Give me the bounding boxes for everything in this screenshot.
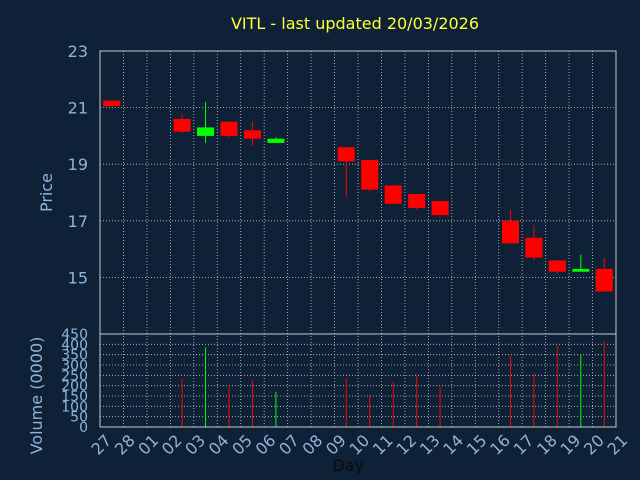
candle-body-down <box>384 185 402 204</box>
candle-body-down <box>595 268 613 292</box>
candle-body-down <box>361 159 379 190</box>
volume-axis-label: Volume (0000) <box>27 337 46 455</box>
price-tick-label: 15 <box>68 268 88 287</box>
volume-tick-label: 400 <box>61 337 88 353</box>
volume-tick-label: 350 <box>61 348 88 364</box>
volume-panel-frame <box>99 333 617 428</box>
volume-tick-label: 0 <box>79 420 88 436</box>
candle-body-up <box>197 127 215 136</box>
candle-body-up <box>572 268 590 272</box>
candle-body-down <box>337 147 355 162</box>
candle-body-down <box>525 237 543 258</box>
candle-body-down <box>501 220 519 244</box>
price-tick-label: 23 <box>68 42 88 61</box>
volume-tick-label: 250 <box>61 368 88 384</box>
price-tick-label: 21 <box>68 99 88 118</box>
candle-body-down <box>103 100 121 107</box>
candle-body-down <box>548 260 566 272</box>
volume-tick-label: 450 <box>61 327 88 343</box>
volume-tick-label: 50 <box>70 410 88 426</box>
price-axis-label: Price <box>37 173 56 212</box>
volume-panel-background <box>100 334 616 427</box>
x-axis-label: Day <box>332 456 364 475</box>
candle-body-down <box>173 118 191 132</box>
price-tick-label: 19 <box>68 155 88 174</box>
candle-body-down <box>408 193 426 209</box>
volume-tick-label: 200 <box>61 379 88 395</box>
candle-body-down <box>243 130 261 139</box>
candle-body-down <box>220 121 238 136</box>
volume-tick-label: 300 <box>61 358 88 374</box>
chart-title: VITL - last updated 20/03/2026 <box>230 14 480 33</box>
x-tick-label: 21 <box>603 431 631 459</box>
volume-tick-label: 150 <box>61 389 88 405</box>
candle-body-down <box>431 200 449 216</box>
price-tick-label: 17 <box>68 212 88 231</box>
volume-tick-label: 100 <box>61 399 88 415</box>
candle-body-up <box>267 138 285 143</box>
